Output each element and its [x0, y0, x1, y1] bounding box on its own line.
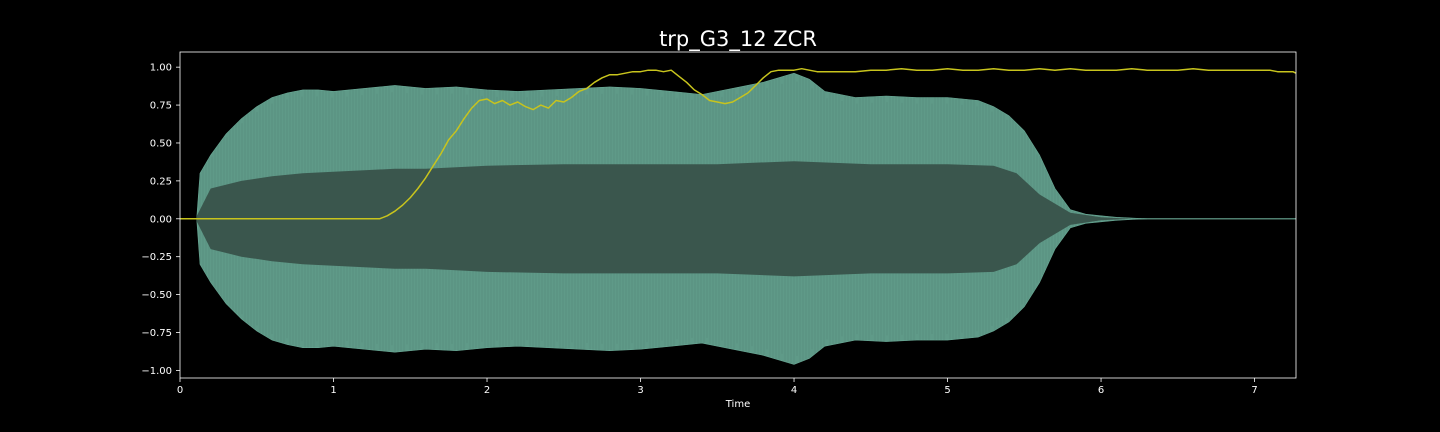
y-tick-label: 0.25: [150, 176, 172, 187]
chart-title: trp_G3_12 ZCR: [659, 27, 817, 52]
x-tick-label: 2: [484, 385, 490, 396]
plot-frame: [179, 51, 1297, 379]
x-tick-label: 5: [944, 385, 950, 396]
y-tick-label: −0.25: [141, 252, 172, 263]
y-tick-label: −0.75: [141, 328, 172, 339]
x-tick-label: 0: [177, 385, 183, 396]
x-tick-label: 6: [1098, 385, 1104, 396]
zcr-line: [180, 67, 1297, 220]
y-tick-label: 0.00: [150, 214, 172, 225]
plot-area: [180, 67, 1297, 365]
x-tick-label: 3: [637, 385, 643, 396]
axes: 0 1 2 3 4 5 6 7 1.00 0.75 0.50 0.25 0.00 −0.25 −0.50 −0…: [141, 51, 1297, 396]
x-tick-label: 4: [791, 385, 797, 396]
y-tick-label: 1.00: [150, 63, 172, 74]
y-tick-label: −1.00: [141, 366, 172, 377]
x-tick-label: 1: [330, 385, 336, 396]
waveform-inner-envelope: [196, 161, 1132, 277]
y-tick-label: 0.50: [150, 138, 172, 149]
x-tick-label: 7: [1251, 385, 1257, 396]
y-tick-label: −0.50: [141, 290, 172, 301]
x-axis-label: Time: [725, 399, 750, 410]
y-tick-label: 0.75: [150, 101, 172, 112]
